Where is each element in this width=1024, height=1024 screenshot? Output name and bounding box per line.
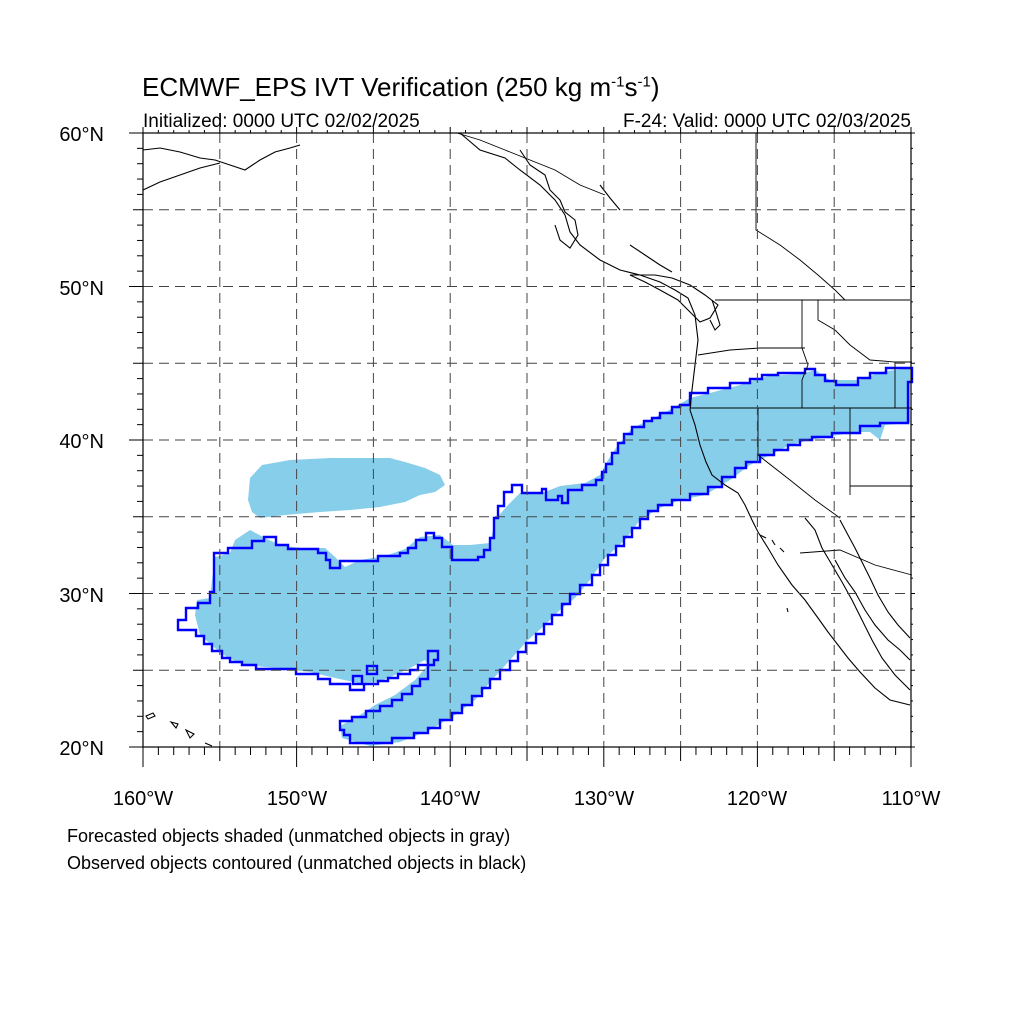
baja-peninsula [804,517,911,691]
lon-label-120w: 120°W [726,788,788,810]
lat-label-20n: 20°N [59,738,104,760]
lat-label-50n: 50°N [59,278,104,300]
lon-label-150w: 150°W [266,788,328,810]
channel-islands [759,534,785,553]
valid-time: F-24: Valid: 0000 UTC 02/03/2025 [623,111,911,132]
lon-label-160w: 160°W [112,788,174,810]
coastlines [142,132,911,747]
alaska-coast-fragment [142,144,301,191]
lat-label-30n: 30°N [59,585,104,607]
puget-sound [709,299,721,331]
idaho-border [801,300,809,408]
map-title: ECMWF_EPS IVT Verification (250 kg m-1s-… [142,72,660,102]
guadalupe-island [786,607,789,613]
lon-label-130w: 130°W [573,788,635,810]
lon-label-140w: 140°W [419,788,481,810]
north-america-west-coast [459,132,911,706]
lat-label-60n: 60°N [59,124,104,146]
gulf-of-california-coast [839,519,911,639]
forecast-object-north [248,458,445,518]
hawaii-islands [145,712,213,747]
forecast-object-main [195,368,910,746]
footnote-observed: Observed objects contoured (unmatched ob… [67,853,527,873]
observed-object-hole-2 [351,674,364,686]
forecast-objects [195,368,910,746]
vancouver-island [629,274,719,323]
lon-label-110w: 110°W [881,788,941,810]
initialized-time: Initialized: 0000 UTC 02/02/2025 [143,111,420,132]
lat-label-40n: 40°N [59,431,104,453]
alaska-bc-border [456,132,606,196]
axis-ticks [129,127,915,767]
california-nevada-border [757,408,841,519]
bc-alberta-border [755,133,846,301]
observed-object-inner-lobe [426,649,440,667]
graticule [143,133,911,747]
montana-border [817,300,912,408]
southeast-alaska-islands [519,149,673,273]
map-frame [129,127,915,767]
political-borders [456,132,913,576]
us-mexico-border [799,549,913,576]
washington-oregon-border [697,347,805,356]
footnote-forecast: Forecasted objects shaded (unmatched obj… [67,826,511,846]
